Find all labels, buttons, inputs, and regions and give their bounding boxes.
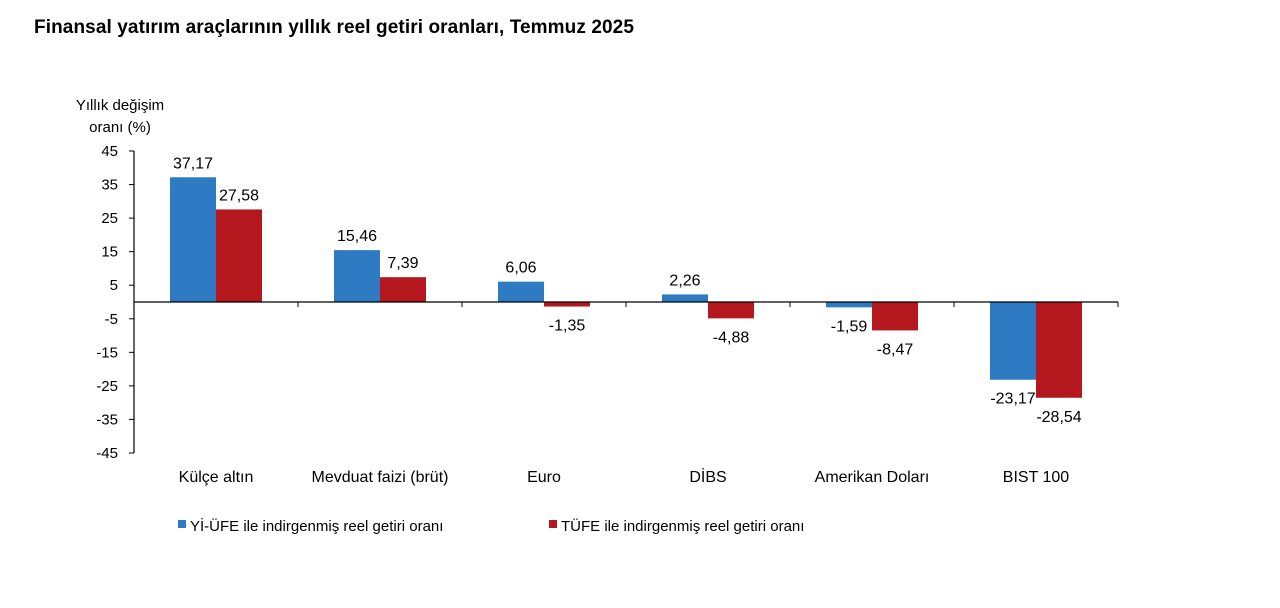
category-label: BIST 100 [1003,469,1070,486]
data-label: 6,06 [505,260,536,277]
y-tick-label: -15 [96,344,118,361]
data-label: 7,39 [387,255,418,272]
chart-title: Finansal yatırım araçlarının yıllık reel… [34,17,635,38]
bar-yiufe [498,281,544,302]
axes [133,151,1119,453]
category-label: Mevduat faizi (brüt) [312,469,449,486]
data-label: 2,26 [669,272,700,289]
bar-tufe [1036,302,1082,398]
y-tick-label: 5 [110,277,118,294]
y-tick-label: -45 [96,445,118,462]
bar-tufe [872,302,918,331]
data-label: -1,35 [549,318,586,335]
data-label: -8,47 [877,341,914,358]
bar-tufe [216,209,262,302]
data-label: -23,17 [990,391,1035,408]
y-tick-label: -35 [96,411,118,428]
legend: Yİ-ÜFE ile indirgenmiş reel getiri oranı… [178,517,804,535]
category-label: DİBS [689,467,726,486]
y-axis-label-line-2: oranı (%) [89,119,151,136]
data-label: -1,59 [831,318,868,335]
bar-yiufe [826,302,872,308]
data-label: 37,17 [173,155,213,172]
bar-yiufe [170,177,216,302]
y-axis-label-line-1: Yıllık değişim [76,97,164,114]
y-tick-label: -5 [105,311,118,328]
category-label: Amerikan Doları [815,469,930,486]
category-label: Euro [527,469,561,486]
bar-tufe [380,277,426,302]
y-tick-label: 35 [101,177,118,194]
bar-yiufe [990,302,1036,380]
legend-label: TÜFE ile indirgenmiş reel getiri oranı [561,517,804,535]
x-axis-labels: Külçe altın Mevduat faizi (brüt) Euro DİBS A… [179,467,1070,486]
data-label: 27,58 [219,187,259,204]
y-tick-label: -25 [96,378,118,395]
y-axis: 45 35 25 15 5 -5 -15 -25 -35 -45 [96,143,134,462]
bars: 37,17 27,58 15,46 7,39 6,06 -1,35 2,26 -4,88 -1,… [170,155,1082,426]
legend-swatch [178,520,186,528]
legend-swatch [549,520,557,528]
y-tick-label: 15 [101,244,118,261]
data-label: 15,46 [337,228,377,245]
y-tick-label: 45 [101,143,118,160]
data-label: -28,54 [1036,409,1081,426]
y-tick-label: 25 [101,210,118,227]
bar-tufe [708,302,754,319]
bar-yiufe [662,294,708,302]
category-label: Külçe altın [179,469,254,486]
bar-tufe [544,302,590,307]
bar-yiufe [334,250,380,302]
legend-label: Yİ-ÜFE ile indirgenmiş reel getiri oranı [190,517,443,535]
data-label: -4,88 [713,329,750,346]
